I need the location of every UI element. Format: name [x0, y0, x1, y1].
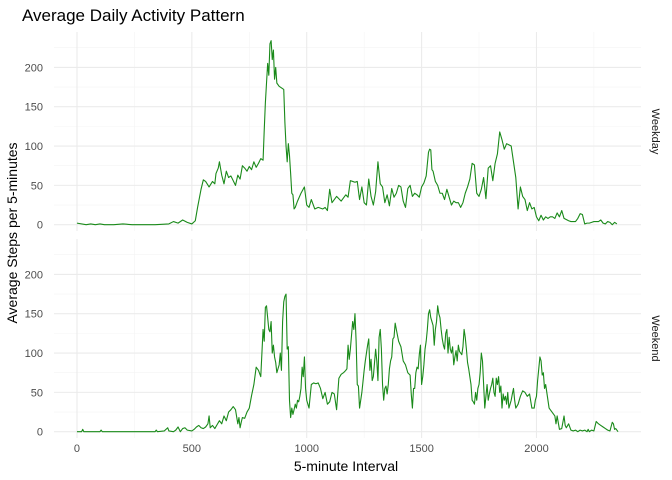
y-tick-label: 150 [25, 102, 43, 114]
y-tick-label: 200 [25, 269, 43, 281]
y-tick-label: 100 [25, 141, 43, 153]
series-line-weekend [76, 293, 619, 433]
facet-panels: 0 50 100 150 200 Weekday 0 50 100 150 200 Weekend 0 5… [25, 32, 661, 455]
y-tick-label: 150 [25, 309, 43, 321]
x-tick-label: 1500 [409, 443, 433, 455]
y-tick-label: 0 [37, 427, 43, 439]
x-axis-title: 5-minute Interval [294, 458, 398, 474]
y-tick-label: 50 [31, 387, 43, 399]
panel-weekend: 0 50 100 150 200 Weekend [25, 239, 661, 439]
facet-strip-label: Weekday [649, 109, 661, 155]
series-line-weekday [76, 40, 618, 226]
x-tick-label: 500 [183, 443, 201, 455]
chart-title: Average Daily Activity Pattern [22, 6, 245, 25]
y-tick-label: 200 [25, 62, 43, 74]
facet-strip-label: Weekend [649, 315, 661, 361]
x-tick-label: 0 [74, 443, 80, 455]
y-tick-label: 50 [31, 180, 43, 192]
y-tick-label: 0 [37, 220, 43, 232]
panel-weekday: 0 50 100 150 200 Weekday [25, 32, 661, 232]
y-tick-label: 100 [25, 348, 43, 360]
x-tick-label: 2000 [524, 443, 548, 455]
x-tick-label: 1000 [294, 443, 318, 455]
y-axis-title: Average Steps per 5-minutes [4, 142, 20, 323]
